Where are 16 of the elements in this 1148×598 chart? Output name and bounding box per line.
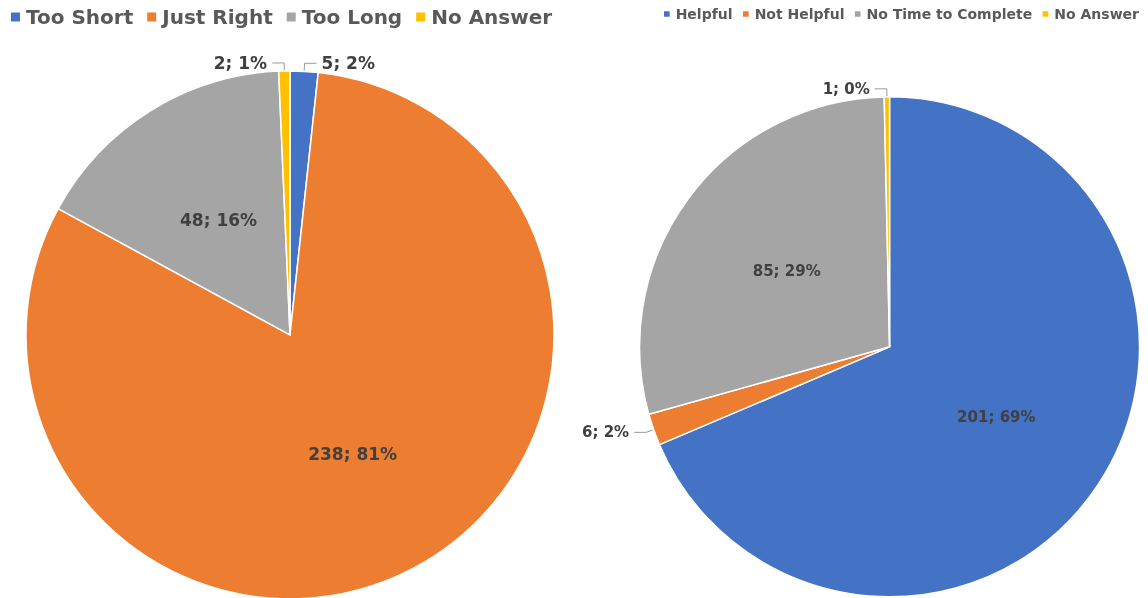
data-label: 2; 1%	[213, 52, 268, 73]
legend-label: No Time to Complete	[866, 6, 1033, 22]
data-label: 1; 0%	[822, 79, 870, 98]
data-label: 85; 29%	[752, 261, 821, 280]
data-label: 6; 2%	[582, 423, 630, 442]
legend-label: Just Right	[160, 5, 274, 29]
legend-label: No Answer	[1054, 6, 1140, 22]
data-label: 48; 16%	[180, 210, 258, 231]
legend-label: Too Long	[301, 5, 403, 29]
legend-label: Not Helpful	[754, 6, 845, 22]
data-label: 238; 81%	[308, 444, 398, 465]
data-label: 201; 69%	[957, 408, 1036, 427]
data-label: 5; 2%	[321, 53, 375, 74]
legend-label: Helpful	[675, 6, 733, 22]
legend-label: Too Short	[26, 5, 134, 29]
legend-label: No Answer	[431, 5, 553, 29]
